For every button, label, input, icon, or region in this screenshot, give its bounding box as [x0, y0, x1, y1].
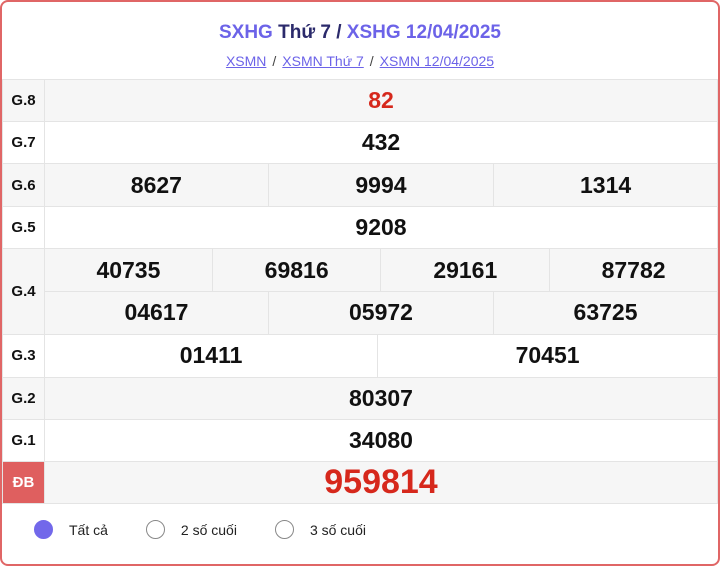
radio-icon[interactable]: [145, 520, 165, 539]
radio-selected-icon[interactable]: [34, 520, 53, 539]
filter-label: Tất cả: [69, 521, 108, 538]
prize-row-special: ĐB 959814: [2, 460, 718, 504]
breadcrumb-separator: /: [369, 53, 374, 69]
prize-label: G.5: [2, 206, 45, 249]
prize-row-g5: G.5 9208: [2, 206, 718, 249]
prize-label: G.6: [2, 163, 45, 207]
breadcrumb-xsmn[interactable]: XSMN: [225, 53, 267, 69]
filter-last-2[interactable]: 2 số cuối: [145, 520, 237, 539]
prize-number: 40735: [45, 249, 213, 291]
breadcrumb-xsmn-date[interactable]: XSMN 12/04/2025: [379, 53, 495, 69]
title-link-sxhg[interactable]: SXHG: [218, 22, 273, 43]
prize-number: 63725: [493, 291, 717, 334]
prize-row-g7: G.7 432: [2, 121, 718, 164]
prize-number: 432: [44, 121, 718, 164]
prize-number: 29161: [380, 249, 550, 291]
prize-number: 69816: [211, 249, 381, 291]
prize-number: 82: [44, 79, 718, 122]
prize-number: 34080: [44, 418, 718, 462]
prize-row-g2: G.2 80307: [2, 376, 718, 420]
prize-label: G.8: [2, 79, 45, 122]
prize-row-g6: G.6 8627 9994 1314: [2, 163, 718, 207]
prize-label: G.1: [2, 418, 45, 462]
filter-label: 3 số cuối: [309, 521, 366, 538]
prize-label: G.3: [2, 333, 45, 378]
prize-label: G.2: [2, 376, 45, 420]
breadcrumb: XSMN / XSMN Thứ 7 / XSMN 12/04/2025: [2, 53, 718, 69]
breadcrumb-xsmn-weekday[interactable]: XSMN Thứ 7: [282, 53, 364, 69]
prize-number: 9208: [44, 206, 718, 249]
title-weekday: Thứ 7 /: [278, 22, 342, 43]
prize-row-g1: G.1 34080: [2, 418, 718, 462]
prize-number: 8627: [45, 164, 269, 206]
prize-number: 1314: [493, 164, 717, 206]
filter-all[interactable]: Tất cả: [34, 520, 108, 539]
prize-number: 04617: [45, 291, 269, 334]
results-table: G.8 82 G.7 432 G.6 8627 9994 1314 G.5 9208 G.4…: [2, 79, 718, 504]
prize-number: 80307: [44, 376, 718, 420]
prize-number: 9994: [267, 164, 494, 206]
title-link-date[interactable]: XSHG 12/04/2025: [346, 22, 501, 43]
prize-label-special: ĐB: [2, 460, 45, 504]
prize-number: 01411: [179, 342, 243, 368]
prize-row-g8: G.8 82: [2, 79, 718, 122]
filter-label: 2 số cuối: [180, 521, 237, 538]
prize-number: 70451: [377, 334, 717, 377]
filter-last-3[interactable]: 3 số cuối: [274, 520, 366, 539]
prize-row-g4: G.4 40735 69816 29161 87782 04617 05972 63725: [2, 248, 718, 335]
prize-number: 87782: [549, 249, 717, 291]
prize-number: 05972: [267, 291, 494, 334]
breadcrumb-separator: /: [272, 53, 277, 69]
digit-filter: Tất cả 2 số cuối 3 số cuối: [34, 520, 404, 539]
prize-label: G.4: [2, 248, 45, 335]
special-prize-number: 959814: [44, 460, 718, 504]
prize-label: G.7: [2, 121, 45, 164]
page-title: SXHG Thứ 7 / XSHG 12/04/2025: [2, 22, 718, 44]
radio-icon[interactable]: [274, 520, 294, 539]
prize-row-g3: G.3 01411 70451: [2, 333, 718, 378]
